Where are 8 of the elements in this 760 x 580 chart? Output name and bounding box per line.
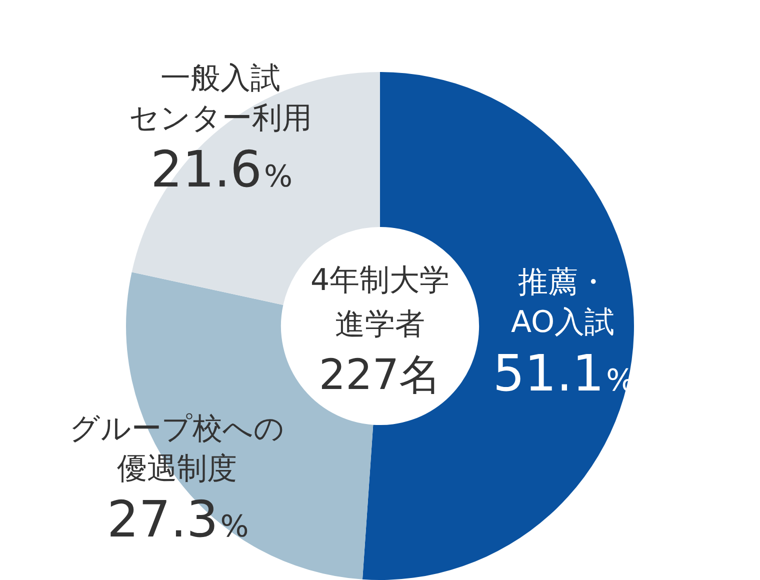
slice-label: 推薦・AO入試 xyxy=(510,265,615,340)
slice-label: 一般入試センター利用 xyxy=(129,61,312,136)
data-label: 27.3% xyxy=(106,490,249,549)
text: 227名 xyxy=(318,350,442,399)
text: 4年制大学 xyxy=(310,262,450,298)
slice-label: グループ校への優遇制度 xyxy=(69,411,284,486)
data-label: 21.6% xyxy=(150,140,292,198)
text: 進学者 xyxy=(335,306,425,342)
